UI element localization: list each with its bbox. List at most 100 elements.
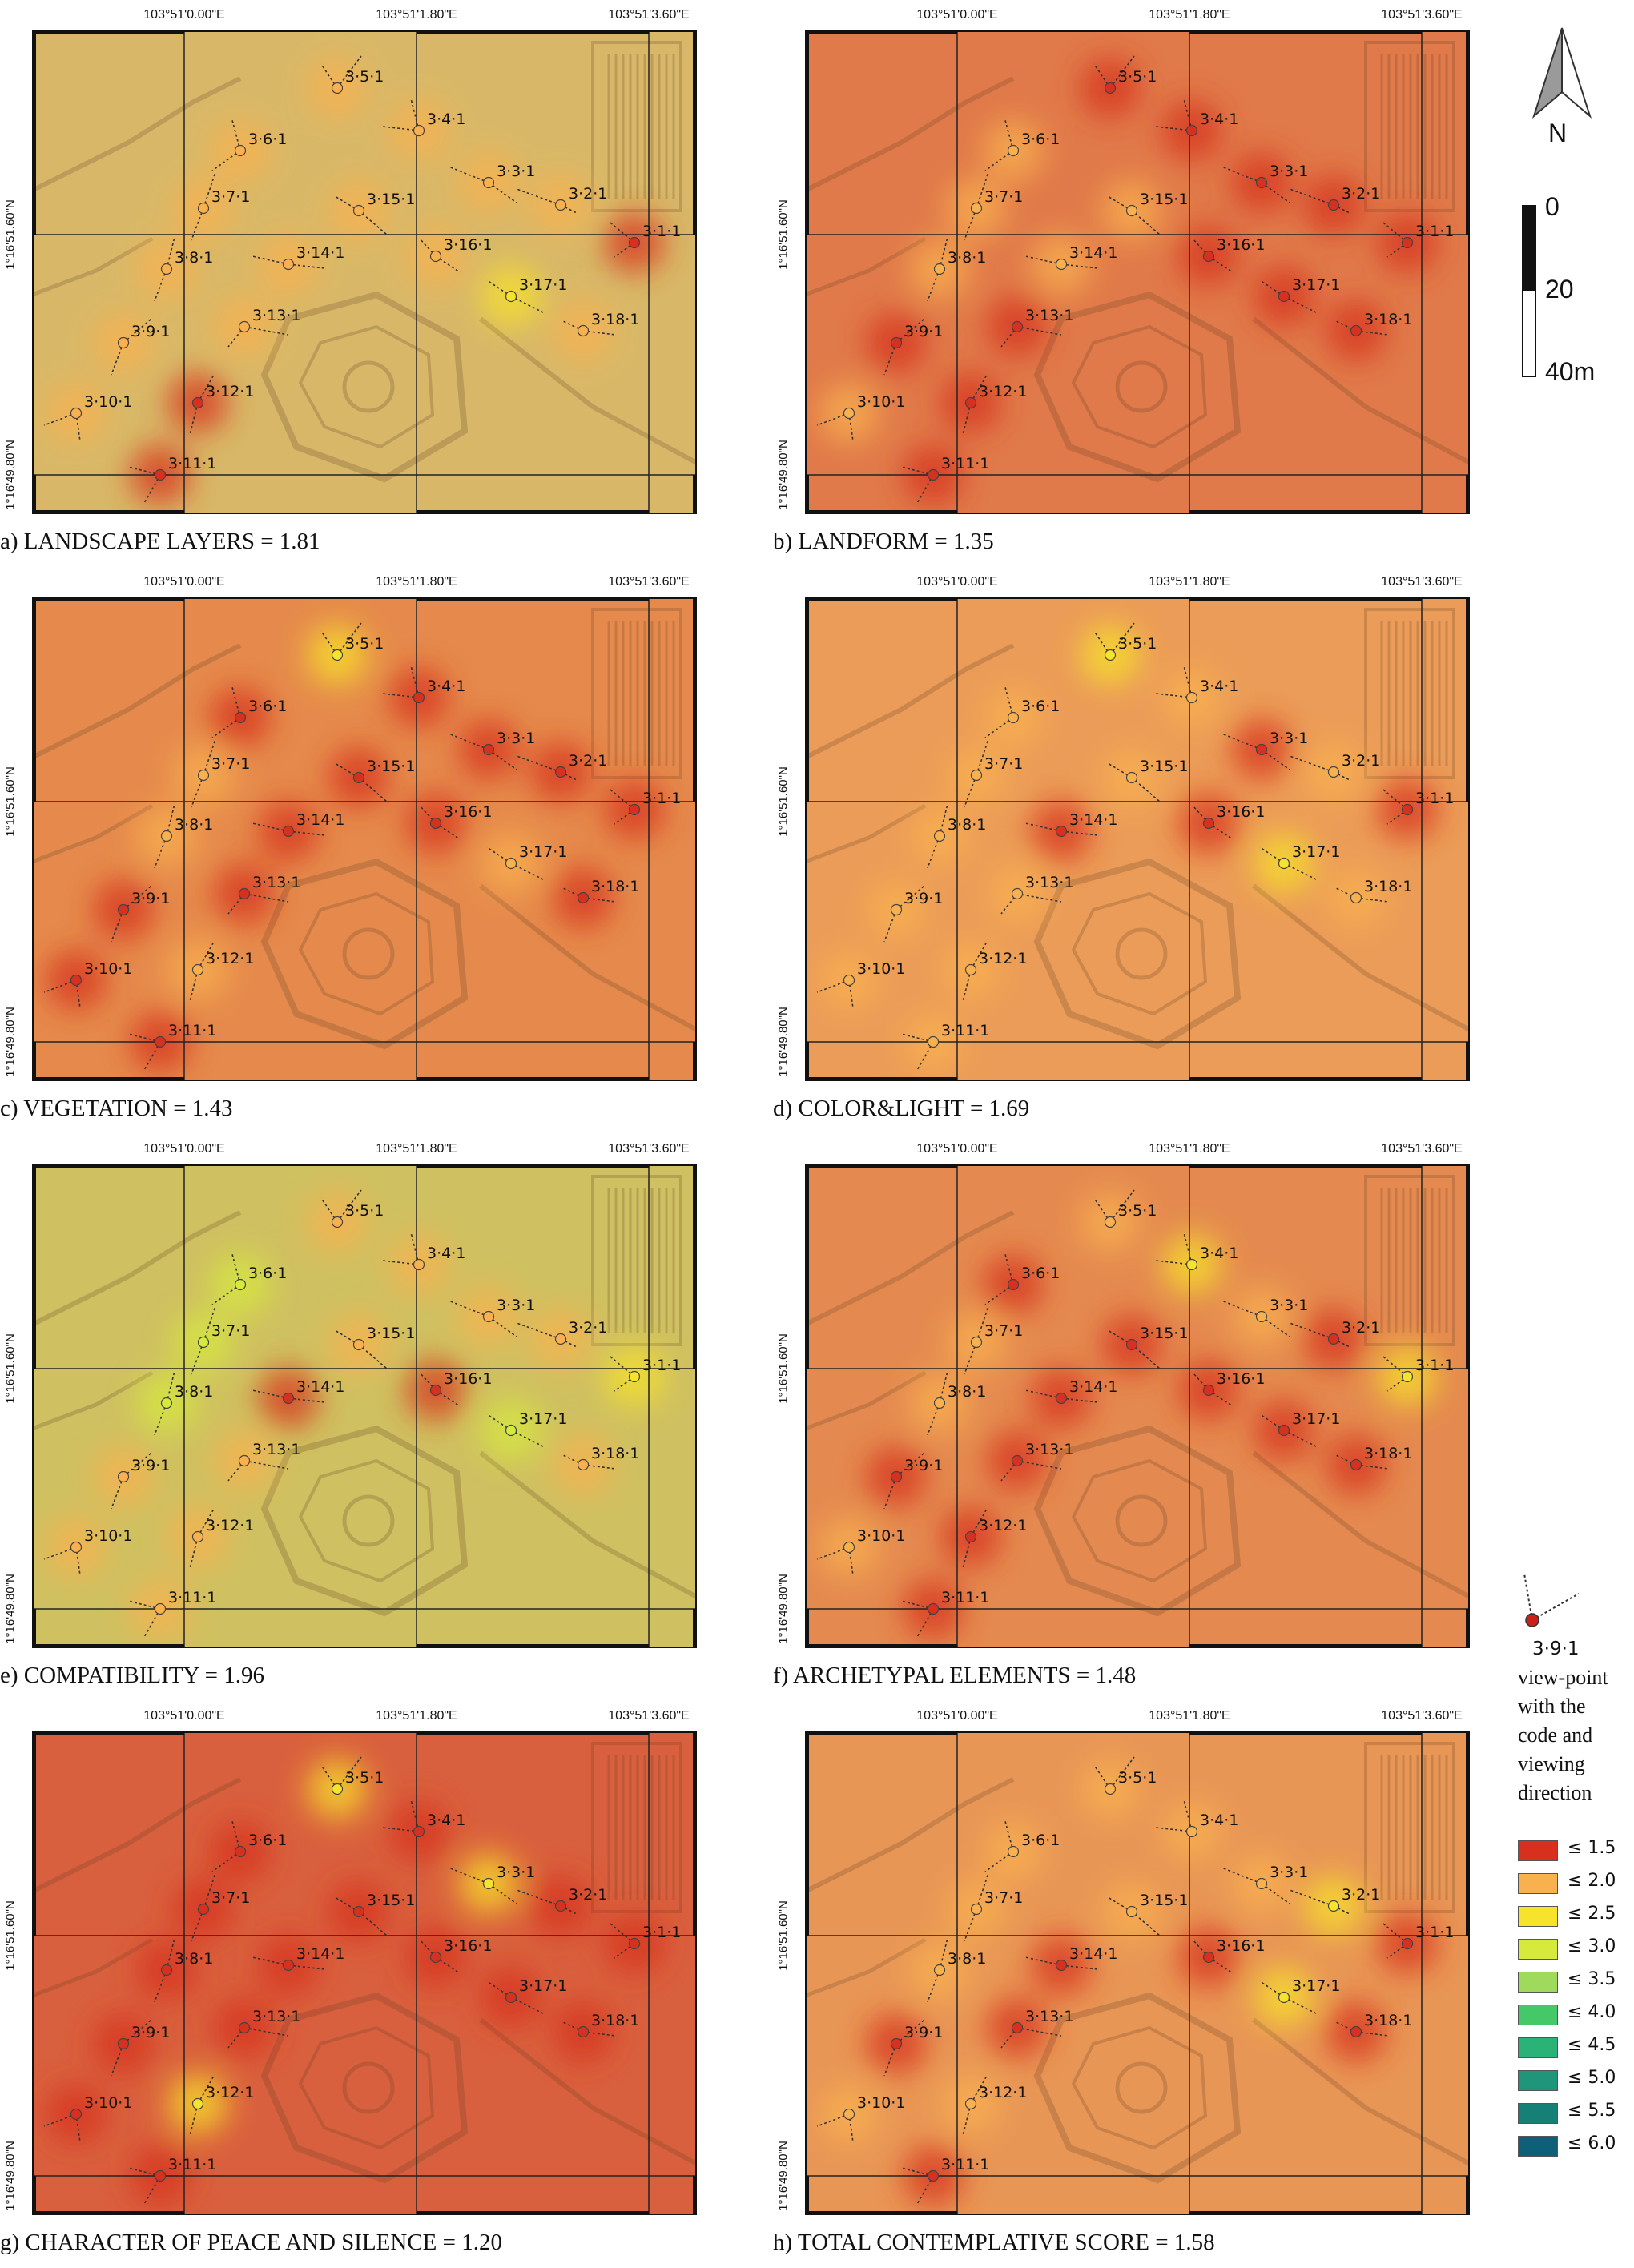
viewpoint-marker[interactable]: 3·5·1 [1093,1189,1157,1228]
viewpoint-marker[interactable]: 3·6·1 [984,119,1060,171]
viewpoint-marker[interactable]: 3·16·1 [419,236,492,273]
viewpoint-marker[interactable]: 3·5·1 [1093,622,1157,662]
viewpoint-marker[interactable]: 3·6·1 [984,1253,1060,1305]
viewpoint-marker[interactable]: 3·7·1 [191,1872,250,1942]
viewpoint-marker[interactable]: 3·15·1 [1107,191,1188,235]
viewpoint-marker[interactable]: 3·7·1 [964,171,1023,241]
viewpoint-marker[interactable]: 3·13·1 [227,2008,300,2049]
viewpoint-marker[interactable]: 3·6·1 [211,119,287,171]
viewpoint-marker[interactable]: 3·14·1 [1024,811,1117,838]
viewpoint-marker[interactable]: 3·10·1 [816,2094,905,2143]
viewpoint-marker[interactable]: 3·6·1 [211,1820,287,1872]
viewpoint-marker[interactable]: 3·16·1 [419,803,492,840]
viewpoint-marker[interactable]: 3·15·1 [334,758,415,802]
viewpoint-marker[interactable]: 3·17·1 [486,1410,567,1447]
viewpoint-marker[interactable]: 3·15·1 [1107,1325,1188,1369]
viewpoint-marker[interactable]: 3·4·1 [1155,98,1238,137]
viewpoint-marker[interactable]: 3·13·1 [1000,874,1073,915]
viewpoint-marker[interactable]: 3·3·1 [1221,1864,1308,1904]
viewpoint-marker[interactable]: 3·4·1 [1155,1799,1238,1838]
viewpoint-marker[interactable]: 3·18·1 [562,1445,639,1471]
viewpoint-marker[interactable]: 3·6·1 [211,1253,287,1305]
viewpoint-marker[interactable]: 3·3·1 [448,1297,535,1337]
viewpoint-marker[interactable]: 3·5·1 [320,55,384,94]
viewpoint-marker[interactable]: 3·9·1 [111,318,170,376]
viewpoint-marker[interactable]: 3·6·1 [211,686,287,738]
viewpoint-marker[interactable]: 3·4·1 [382,1232,465,1271]
viewpoint-marker[interactable]: 3·1·1 [610,789,681,825]
viewpoint-marker[interactable]: 3·1·1 [610,222,681,258]
viewpoint-marker[interactable]: 3·17·1 [1259,843,1340,880]
viewpoint-marker[interactable]: 3·12·1 [189,1508,254,1570]
viewpoint-marker[interactable]: 3·17·1 [1259,1977,1340,2014]
viewpoint-marker[interactable]: 3·8·1 [927,803,986,869]
viewpoint-marker[interactable]: 3·16·1 [1192,1370,1265,1407]
viewpoint-marker[interactable]: 3·8·1 [154,1937,213,2003]
viewpoint-marker[interactable]: 3·7·1 [964,1872,1023,1942]
viewpoint-marker[interactable]: 3·18·1 [562,2012,639,2038]
viewpoint-marker[interactable]: 3·3·1 [448,1864,535,1904]
viewpoint-marker[interactable]: 3·9·1 [111,2019,170,2077]
viewpoint-marker[interactable]: 3·14·1 [252,1945,344,1972]
viewpoint-marker[interactable]: 3·3·1 [1221,730,1308,770]
viewpoint-marker[interactable]: 3·5·1 [1093,55,1157,94]
viewpoint-marker[interactable]: 3·7·1 [964,1305,1023,1375]
viewpoint-marker[interactable]: 3·8·1 [927,1937,986,2003]
viewpoint-marker[interactable]: 3·15·1 [1107,1892,1188,1936]
viewpoint-marker[interactable]: 3·11·1 [127,1022,216,1071]
viewpoint-marker[interactable]: 3·12·1 [189,2075,254,2137]
viewpoint-marker[interactable]: 3·16·1 [419,1370,492,1407]
viewpoint-marker[interactable]: 3·3·1 [1221,1297,1308,1337]
viewpoint-marker[interactable]: 3·17·1 [1259,1410,1340,1447]
viewpoint-marker[interactable]: 3·15·1 [1107,758,1188,802]
viewpoint-marker[interactable]: 3·5·1 [320,1756,384,1796]
viewpoint-marker[interactable]: 3·15·1 [334,191,415,235]
viewpoint-marker[interactable]: 3·11·1 [900,455,989,504]
viewpoint-marker[interactable]: 3·1·1 [1382,222,1454,258]
viewpoint-marker[interactable]: 3·7·1 [964,738,1023,808]
viewpoint-marker[interactable]: 3·8·1 [154,1370,213,1436]
viewpoint-marker[interactable]: 3·13·1 [227,307,300,348]
viewpoint-marker[interactable]: 3·18·1 [1335,2012,1412,2038]
viewpoint-marker[interactable]: 3·8·1 [927,236,986,302]
viewpoint-marker[interactable]: 3·10·1 [43,2094,132,2143]
viewpoint-marker[interactable]: 3·5·1 [320,622,384,662]
viewpoint-marker[interactable]: 3·11·1 [900,1022,989,1071]
viewpoint-marker[interactable]: 3·7·1 [191,171,250,241]
viewpoint-marker[interactable]: 3·13·1 [1000,307,1073,348]
viewpoint-marker[interactable]: 3·7·1 [191,1305,250,1375]
viewpoint-marker[interactable]: 3·16·1 [419,1937,492,1974]
viewpoint-marker[interactable]: 3·10·1 [816,393,905,442]
viewpoint-marker[interactable]: 3·2·1 [516,185,607,214]
viewpoint-marker[interactable]: 3·10·1 [43,960,132,1009]
viewpoint-marker[interactable]: 3·4·1 [382,1799,465,1838]
viewpoint-marker[interactable]: 3·1·1 [1382,1923,1454,1959]
viewpoint-marker[interactable]: 3·17·1 [1259,276,1340,313]
viewpoint-marker[interactable]: 3·14·1 [1024,1378,1117,1405]
viewpoint-marker[interactable]: 3·17·1 [486,1977,567,2014]
viewpoint-marker[interactable]: 3·9·1 [111,1452,170,1510]
viewpoint-marker[interactable]: 3·10·1 [816,1527,905,1576]
viewpoint-marker[interactable]: 3·2·1 [516,1319,607,1348]
viewpoint-marker[interactable]: 3·9·1 [883,318,943,376]
viewpoint-marker[interactable]: 3·17·1 [486,843,567,880]
viewpoint-marker[interactable]: 3·6·1 [984,686,1060,738]
viewpoint-marker[interactable]: 3·2·1 [516,1886,607,1915]
viewpoint-marker[interactable]: 3·12·1 [189,941,254,1003]
viewpoint-marker[interactable]: 3·1·1 [1382,789,1454,825]
viewpoint-marker[interactable]: 3·4·1 [382,665,465,704]
viewpoint-marker[interactable]: 3·1·1 [610,1356,681,1392]
viewpoint-marker[interactable]: 3·17·1 [486,276,567,313]
viewpoint-marker[interactable]: 3·3·1 [448,730,535,770]
viewpoint-marker[interactable]: 3·3·1 [448,163,535,203]
viewpoint-marker[interactable]: 3·12·1 [189,374,254,436]
viewpoint-marker[interactable]: 3·9·1 [883,1452,943,1510]
viewpoint-marker[interactable]: 3·6·1 [984,1820,1060,1872]
viewpoint-marker[interactable]: 3·12·1 [962,2075,1027,2137]
viewpoint-marker[interactable]: 3·13·1 [1000,1441,1073,1482]
viewpoint-marker[interactable]: 3·1·1 [1382,1356,1454,1392]
viewpoint-marker[interactable]: 3·5·1 [320,1189,384,1228]
viewpoint-marker[interactable]: 3·8·1 [927,1370,986,1436]
viewpoint-marker[interactable]: 3·8·1 [154,236,213,302]
viewpoint-marker[interactable]: 3·18·1 [1335,311,1412,337]
